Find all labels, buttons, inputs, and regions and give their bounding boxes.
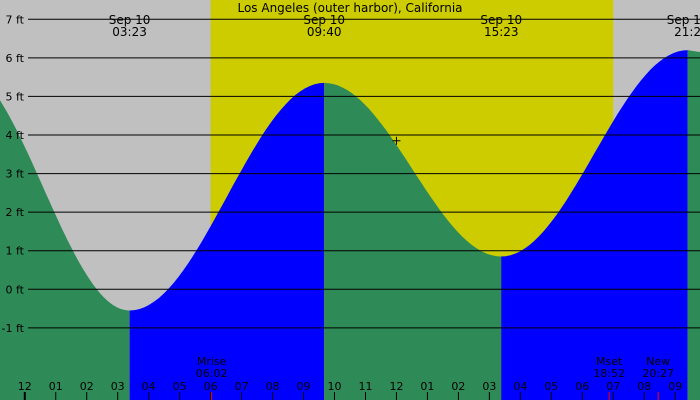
moon-event-label: New [646, 355, 670, 368]
height-tick-label: 6 ft [6, 52, 25, 65]
rising-tide-area [129, 82, 325, 400]
height-tick-label: -1 ft [2, 322, 25, 335]
height-tick-label: 4 ft [6, 129, 25, 142]
extreme-date-label: Sep 10 [303, 13, 345, 27]
hour-tick-label: 11 [358, 380, 372, 393]
extreme-time-label: 21:2 [674, 25, 700, 39]
height-tick-label: 2 ft [6, 206, 25, 219]
hour-tick-label: 03 [111, 380, 125, 393]
hour-tick-label: 07 [235, 380, 249, 393]
height-gridlines [28, 18, 700, 329]
falling-tide-area [0, 100, 130, 400]
hour-tick-label: 10 [328, 380, 342, 393]
hour-tick-label: 02 [80, 380, 94, 393]
moon-event-label: Mset [596, 355, 623, 368]
extreme-date-label: Sep 10 [109, 13, 151, 27]
hour-tick-label: 06 [575, 380, 589, 393]
moon-event-time: 06:02 [196, 367, 228, 380]
moon-event-time: 18:52 [593, 367, 625, 380]
hour-tick-label: 11 [0, 380, 1, 393]
extreme-time-label: 15:23 [484, 25, 519, 39]
falling-tide-area [687, 50, 700, 400]
hour-tick-label: 01 [420, 380, 434, 393]
hour-tick-label: 08 [637, 380, 651, 393]
hour-tick-label: 05 [544, 380, 558, 393]
chart-title: Los Angeles (outer harbor), California [237, 1, 462, 15]
height-tick-label: 3 ft [6, 168, 25, 181]
moon-event-time: 20:27 [642, 367, 674, 380]
falling-tide-area [324, 82, 502, 400]
height-tick-label: 5 ft [6, 90, 25, 103]
hour-tick-label: 04 [513, 380, 527, 393]
extreme-time-label: 03:23 [112, 25, 147, 39]
hour-tick-label: 06 [204, 380, 218, 393]
hour-tick-label: 05 [173, 380, 187, 393]
hour-tick-label: 09 [668, 380, 682, 393]
hour-tick-label: 03 [482, 380, 496, 393]
hour-tick-label: 02 [451, 380, 465, 393]
extreme-date-label: Sep 10 [667, 13, 700, 27]
height-tick-label: 1 ft [6, 245, 25, 258]
height-tick-label: 7 ft [6, 13, 25, 26]
tide-areas [0, 50, 700, 400]
height-tick-label: 0 ft [6, 283, 25, 296]
hour-tick-label: 08 [266, 380, 280, 393]
extreme-time-label: 09:40 [307, 25, 342, 39]
rising-tide-area [501, 50, 688, 400]
hour-tick-label: 04 [142, 380, 156, 393]
hour-tick-label: 07 [606, 380, 620, 393]
hour-axis: 11 12 01 02 03 04 05 06 07 08 09 10 11 12 01 02 03 04 05 06… [0, 380, 682, 400]
hour-tick-label: 12 [18, 380, 32, 393]
hour-tick-label: 12 [389, 380, 403, 393]
moon-event-label: Mrise [197, 355, 227, 368]
extreme-date-label: Sep 10 [480, 13, 522, 27]
hour-tick-label: 09 [297, 380, 311, 393]
height-axis-labels: 7 ft 6 ft 5 ft 4 ft 3 ft 2 ft 1 ft 0 ft -1 ft [2, 13, 25, 335]
hour-tick-label: 01 [49, 380, 63, 393]
crosshair-cursor-icon [392, 136, 401, 145]
